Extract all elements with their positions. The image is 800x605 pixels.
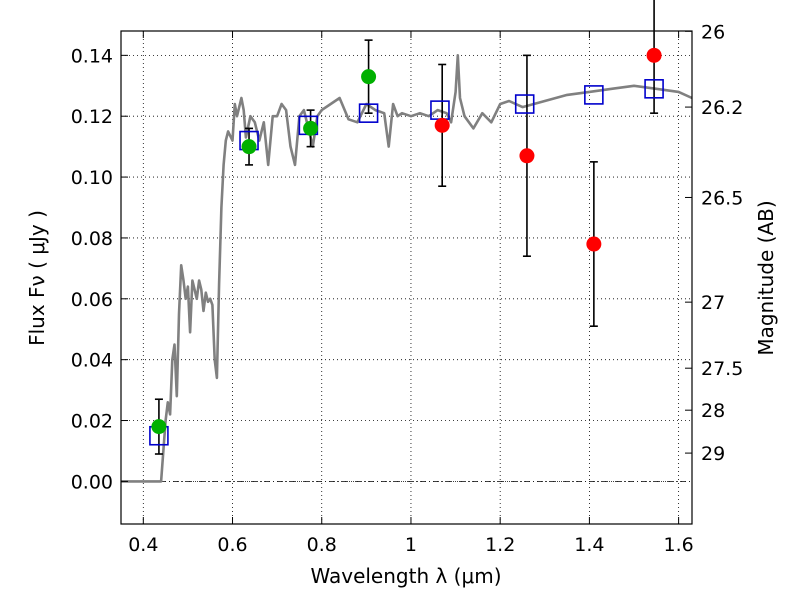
data-point — [361, 69, 377, 85]
x-tick-label: 1.4 — [574, 534, 604, 556]
data-point — [646, 47, 662, 63]
y-tick-label: 0.00 — [71, 471, 113, 493]
x-axis-label: Wavelength λ (μm) — [310, 564, 501, 588]
y-tick-label: 0.10 — [71, 167, 113, 189]
y2-tick-label: 29 — [701, 443, 725, 465]
observed-points — [151, 47, 662, 435]
x-tick-label: 1 — [405, 534, 417, 556]
y-tick-label: 0.08 — [71, 228, 113, 250]
model-sed-line — [121, 54, 693, 483]
data-point — [241, 139, 257, 155]
data-point — [586, 236, 602, 252]
y2-tick-label: 27 — [701, 292, 725, 314]
model-photometry-square — [514, 94, 535, 114]
data-point — [519, 148, 535, 164]
y2-tick-label: 27.5 — [701, 358, 743, 380]
y-tick-label: 0.14 — [71, 45, 113, 67]
model-photometry-square — [644, 79, 664, 99]
y2-tick-label: 26 — [701, 21, 725, 43]
x-tick-label: 1.2 — [485, 534, 515, 556]
y-tick-label: 0.12 — [71, 106, 113, 128]
plot-frame — [120, 30, 693, 525]
y-tick-label: 0.02 — [71, 411, 113, 433]
y2-tick-label: 26.2 — [701, 97, 743, 119]
tick-labels: 0.4 0.6 0.8 1 1.2 1.4 1.6 0.00 0.02 0.04 0.06 0.08 0… — [71, 21, 744, 556]
x-tick-label: 1.6 — [664, 534, 694, 556]
x-tick-label: 0.4 — [128, 534, 158, 556]
data-point — [434, 117, 450, 133]
ticks — [121, 30, 692, 524]
y-axis-label: Flux Fν ( μJy ) — [25, 210, 49, 346]
x-tick-label: 0.6 — [217, 534, 247, 556]
grid — [121, 31, 692, 524]
y-tick-label: 0.04 — [71, 350, 113, 372]
x-tick-label: 0.8 — [307, 534, 337, 556]
model-sed — [121, 54, 693, 483]
y-tick-label: 0.06 — [71, 289, 113, 311]
model-photometry-square — [358, 103, 379, 123]
data-point — [303, 120, 319, 136]
model-photometry-square — [584, 85, 604, 105]
y2-tick-label: 28 — [701, 400, 725, 422]
error-bars — [154, 0, 659, 455]
y2-tick-label: 26.5 — [701, 187, 743, 209]
y2-axis-label: Magnitude (AB) — [754, 200, 778, 355]
data-point — [151, 419, 167, 435]
